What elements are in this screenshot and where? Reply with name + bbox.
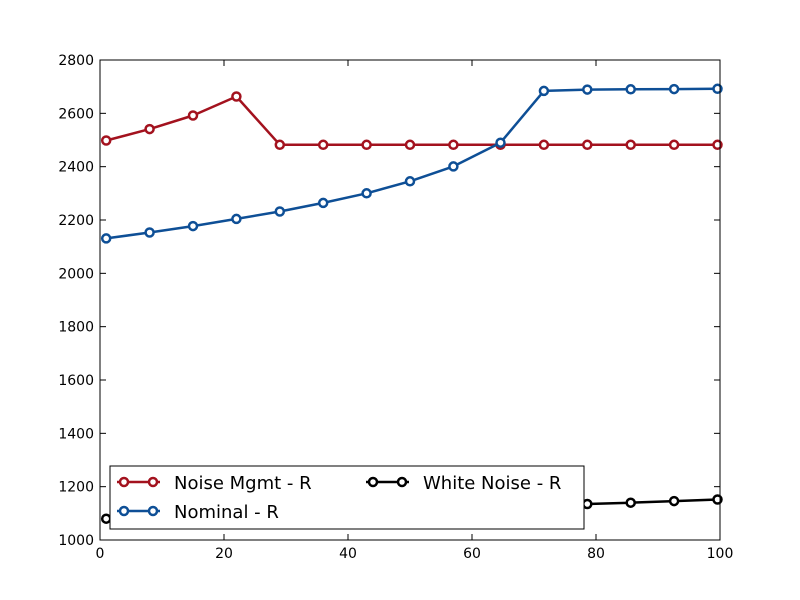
series-layer	[100, 83, 723, 524]
y-tick-label: 1200	[58, 480, 94, 496]
y-tick-label: 1800	[58, 320, 94, 336]
legend-marker-noise-mgmt	[147, 476, 159, 488]
x-tick-label: 40	[339, 546, 357, 562]
data-point-white-noise-r	[625, 497, 636, 508]
legend-marker-noise-mgmt	[118, 476, 130, 488]
data-point-noise-mgmt-r	[317, 139, 329, 151]
data-point-nominal-r	[100, 233, 112, 244]
data-point-nominal-r	[668, 83, 680, 95]
x-tick-label: 0	[96, 546, 105, 562]
x-tick-label: 20	[215, 546, 233, 562]
legend-label-white-noise: White Noise - R	[423, 473, 561, 494]
data-point-noise-mgmt-r	[404, 139, 416, 151]
legend-marker-white-noise	[367, 476, 379, 488]
data-point-noise-mgmt-r	[625, 139, 636, 151]
y-tick-label: 1600	[58, 373, 94, 389]
y-tick-label: 1400	[58, 426, 94, 442]
axes-frame	[99, 59, 721, 541]
legend-marker-nominal	[147, 505, 159, 517]
data-point-noise-mgmt-r	[668, 139, 680, 151]
data-point-nominal-r	[448, 161, 459, 172]
data-point-noise-mgmt-r	[274, 139, 286, 151]
data-point-noise-mgmt-r	[538, 139, 550, 151]
data-point-nominal-r	[187, 220, 199, 232]
legend: Noise Mgmt - R Nominal - R White Noise -…	[109, 465, 585, 530]
ticks-layer: 0 20 40 60 80 100 1000 1200 1400 1600 1800 2000 2200…	[58, 53, 733, 562]
data-point-nominal-r	[404, 176, 416, 187]
data-point-nominal-r	[582, 84, 593, 95]
data-point-noise-mgmt-r	[187, 110, 199, 121]
data-point-noise-mgmt-r	[582, 139, 593, 151]
legend-label-noise-mgmt: Noise Mgmt - R	[174, 473, 312, 494]
y-tick-label: 2600	[58, 106, 94, 122]
legend-label-nominal: Nominal - R	[174, 502, 279, 523]
data-point-noise-mgmt-r	[100, 135, 112, 146]
data-point-noise-mgmt-r	[231, 91, 242, 102]
data-point-white-noise-r	[100, 513, 112, 524]
data-point-nominal-r	[361, 188, 372, 199]
y-tick-label: 2400	[58, 160, 94, 176]
data-point-white-noise-r	[668, 495, 680, 507]
legend-box	[109, 465, 585, 530]
y-tick-label: 2000	[58, 266, 94, 282]
y-tick-label: 1000	[58, 533, 94, 549]
data-point-nominal-r	[495, 137, 506, 148]
y-tick-label: 2800	[58, 53, 94, 69]
x-tick-label: 100	[707, 546, 734, 562]
data-point-nominal-r	[274, 206, 286, 217]
data-point-nominal-r	[317, 197, 329, 209]
x-tick-label: 80	[587, 546, 605, 562]
legend-marker-white-noise	[396, 476, 408, 488]
y-tick-label: 2200	[58, 213, 94, 229]
data-point-noise-mgmt-r	[144, 123, 155, 135]
data-point-noise-mgmt-r	[361, 139, 372, 151]
data-point-nominal-r	[144, 227, 155, 238]
data-point-nominal-r	[538, 85, 550, 97]
data-point-noise-mgmt-r	[448, 139, 459, 151]
series-line-nominal-r	[106, 87, 718, 240]
series-line-noise-mgmt-r	[105, 95, 718, 147]
data-point-nominal-r	[231, 213, 242, 225]
data-point-nominal-r	[625, 84, 636, 95]
legend-marker-nominal	[118, 505, 130, 517]
x-tick-label: 60	[463, 546, 481, 562]
